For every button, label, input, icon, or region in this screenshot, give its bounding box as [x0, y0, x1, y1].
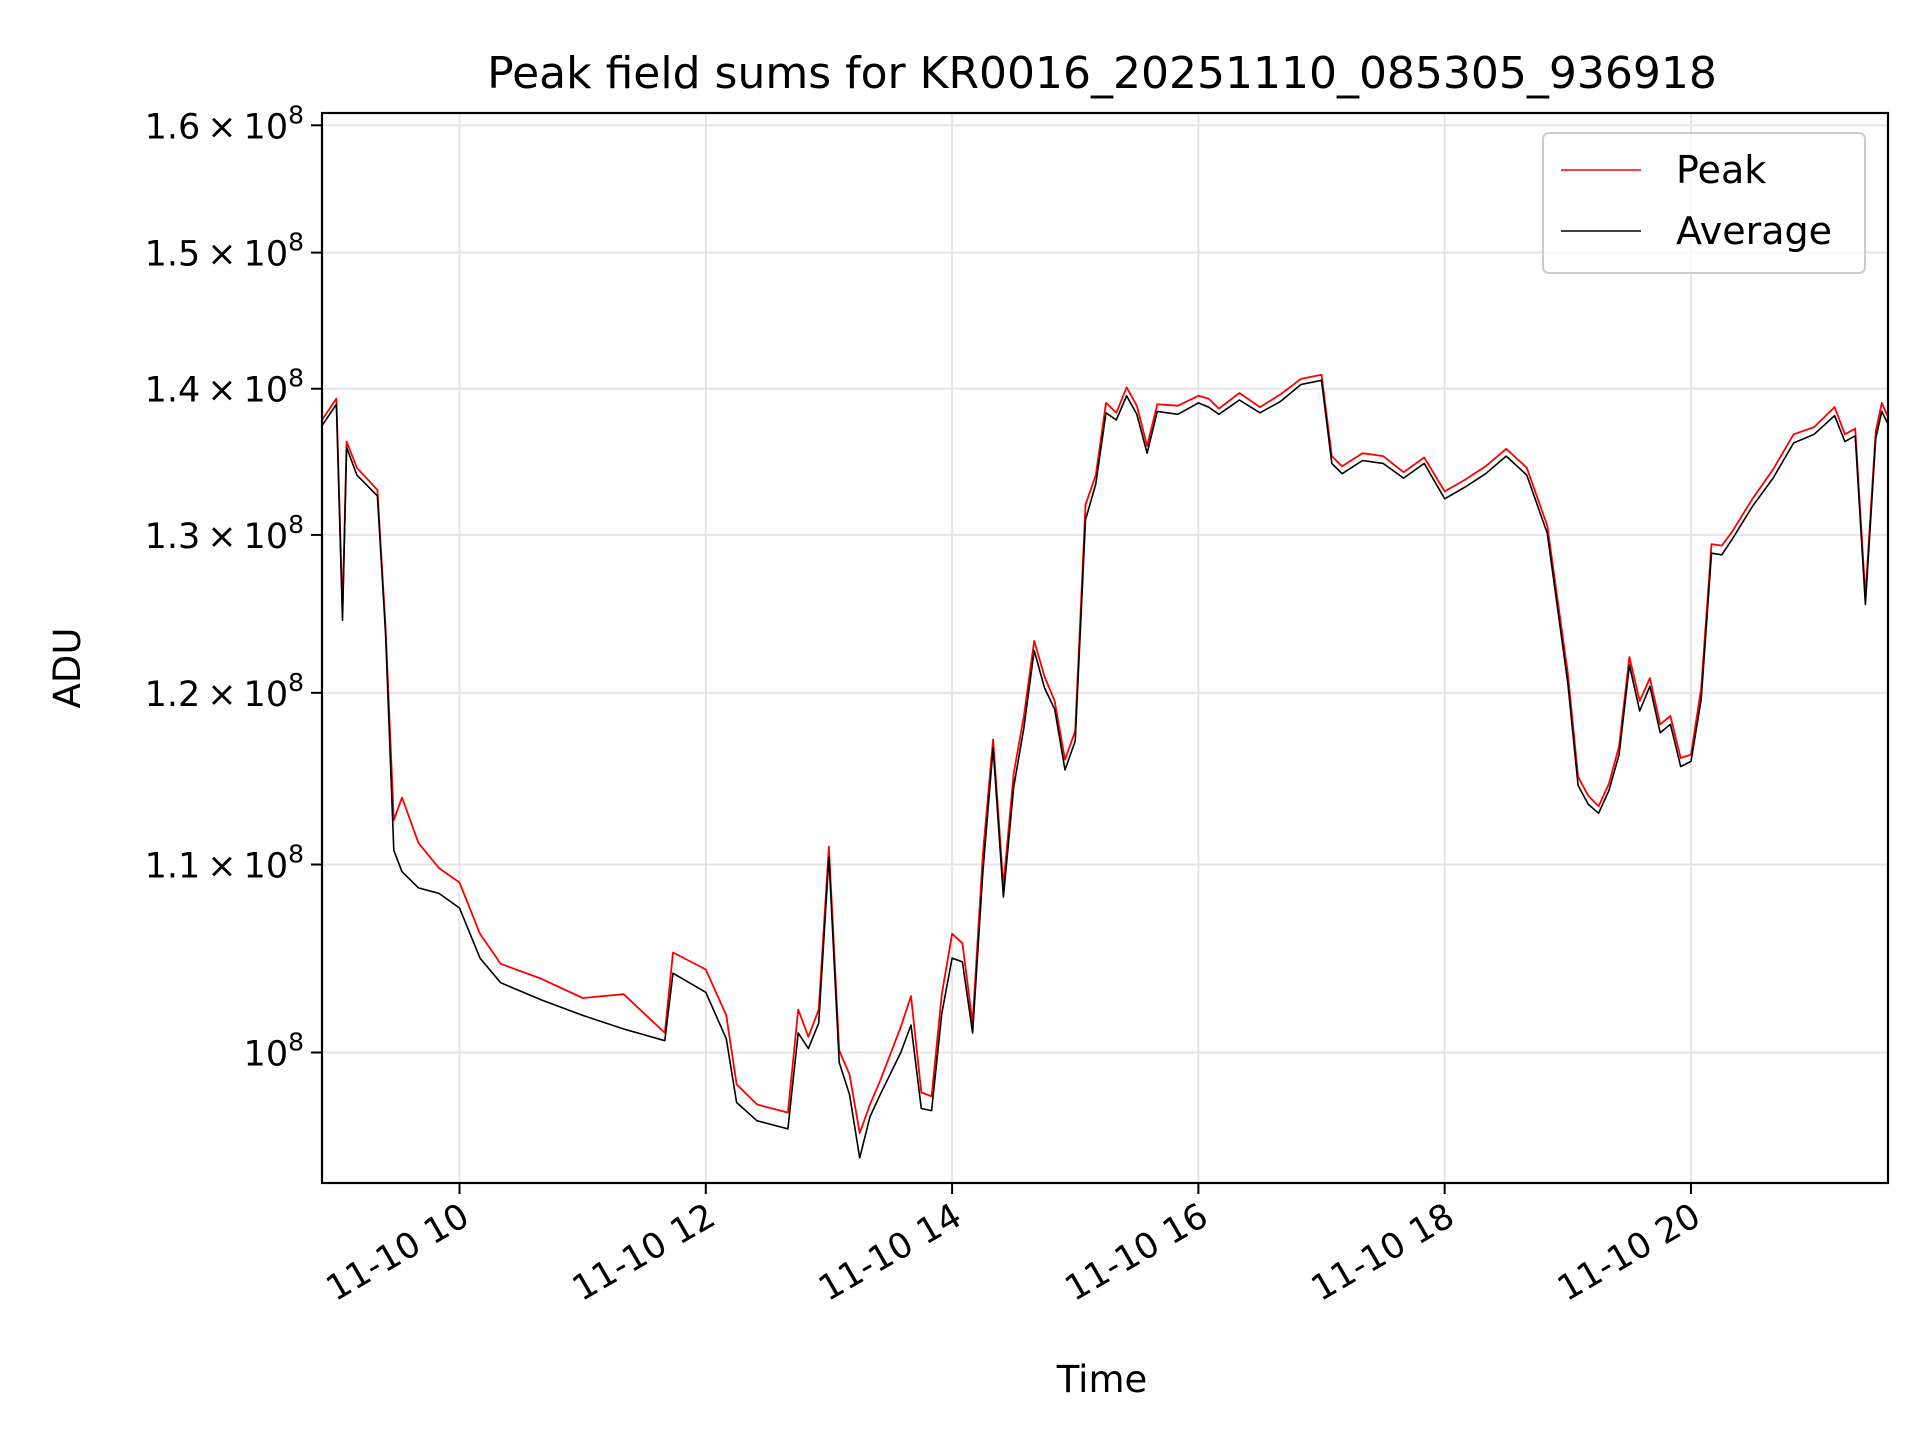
- y-tick-base: 10: [244, 1035, 289, 1075]
- y-tick-exponent: 8: [288, 510, 304, 539]
- legend: Peak Average: [1542, 132, 1866, 274]
- y-tick-label: 1.2 × 108: [145, 668, 304, 715]
- y-tick-label: 1.4 × 108: [145, 364, 304, 411]
- y-tick-base: 1.3 × 10: [145, 517, 289, 557]
- y-tick-label: 1.6 × 108: [145, 100, 304, 147]
- y-tick-label: 1.3 × 108: [145, 510, 304, 557]
- y-tick-base: 1.4 × 10: [145, 371, 289, 411]
- series-line-peak: [322, 373, 1888, 1134]
- plot-frame: [320, 111, 1890, 1185]
- x-axis-label: Time: [1056, 1358, 1148, 1401]
- y-tick-base: 1.5 × 10: [145, 235, 289, 275]
- y-tick-exponent: 8: [288, 668, 304, 697]
- legend-peak-label: Peak: [1676, 148, 1766, 192]
- y-tick-base: 1.2 × 10: [145, 675, 289, 715]
- plot-area: [322, 373, 1888, 1159]
- y-tick-base: 1.1 × 10: [145, 846, 289, 886]
- y-tick-exponent: 8: [288, 100, 304, 129]
- y-tick-exponent: 8: [288, 1028, 304, 1057]
- legend-box: [1542, 132, 1866, 274]
- y-axis-label: ADU: [46, 628, 89, 709]
- y-tick-base: 1.6 × 10: [145, 107, 289, 147]
- y-tick-label: 1.5 × 108: [145, 228, 304, 275]
- series-line-average: [322, 379, 1888, 1159]
- chart-title: Peak field sums for KR0016_20251110_0853…: [487, 48, 1717, 99]
- y-tick-exponent: 8: [288, 228, 304, 257]
- y-tick-label: 1.1 × 108: [145, 839, 304, 886]
- y-tick-exponent: 8: [288, 839, 304, 868]
- y-tick-exponent: 8: [288, 364, 304, 393]
- legend-average-label: Average: [1676, 209, 1832, 253]
- series-layer: [322, 373, 1888, 1159]
- y-tick-label: 108: [244, 1028, 304, 1075]
- grid: [322, 113, 1888, 1183]
